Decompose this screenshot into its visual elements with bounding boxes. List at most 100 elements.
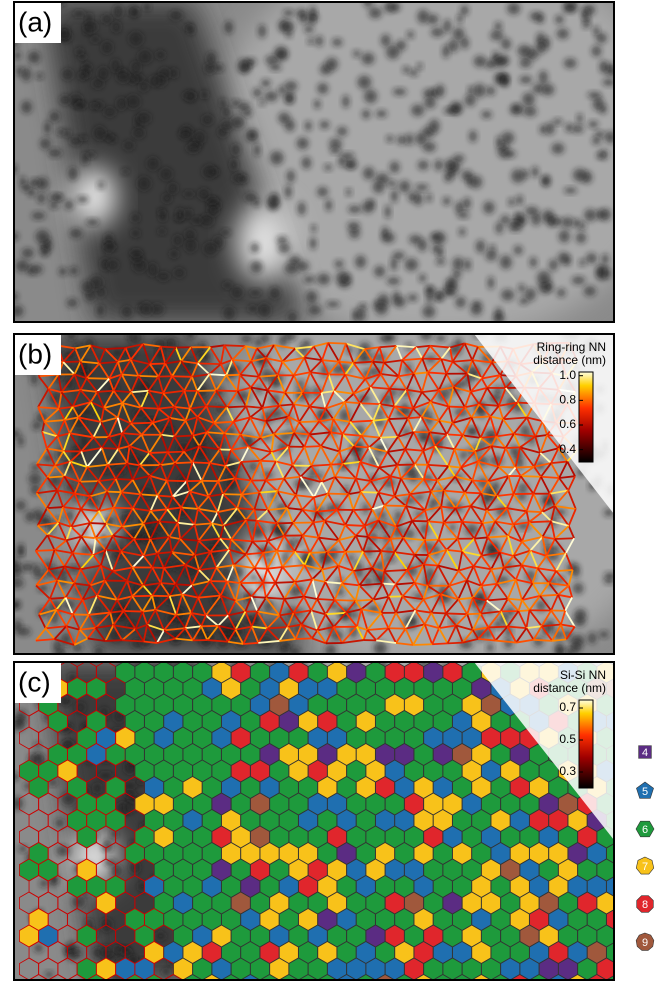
pore bbox=[559, 230, 570, 243]
mesh-edge bbox=[389, 418, 408, 419]
pore bbox=[458, 228, 465, 236]
ring-legend-label: 7 bbox=[642, 861, 648, 873]
pore bbox=[364, 90, 377, 104]
mesh-edge bbox=[345, 525, 364, 526]
mesh-edge bbox=[448, 643, 463, 644]
pore bbox=[507, 3, 520, 15]
mesh-edge bbox=[36, 550, 55, 551]
mesh-edge bbox=[141, 494, 158, 495]
pore bbox=[593, 26, 599, 35]
pore bbox=[40, 138, 51, 149]
pore bbox=[64, 200, 73, 210]
pore bbox=[28, 51, 40, 63]
pore bbox=[597, 265, 604, 279]
pore bbox=[59, 267, 67, 275]
pore bbox=[147, 157, 159, 170]
pore bbox=[67, 299, 78, 308]
pore bbox=[434, 294, 442, 301]
pore bbox=[285, 81, 298, 91]
mesh-edge bbox=[167, 481, 187, 482]
pore bbox=[418, 160, 429, 170]
pore bbox=[300, 12, 308, 24]
pore bbox=[426, 287, 434, 296]
pore bbox=[320, 121, 330, 129]
pore bbox=[25, 511, 35, 522]
panel-label: (a) bbox=[18, 6, 52, 37]
pore bbox=[338, 156, 345, 167]
pore bbox=[112, 21, 120, 32]
mesh-edge bbox=[251, 597, 266, 598]
pore bbox=[174, 268, 185, 278]
pore bbox=[188, 24, 195, 35]
pore bbox=[430, 233, 441, 240]
mesh-edge bbox=[424, 565, 438, 566]
pore bbox=[304, 276, 315, 283]
pore bbox=[306, 291, 317, 304]
ring-cell bbox=[616, 826, 635, 848]
pore bbox=[564, 187, 577, 193]
pore bbox=[483, 201, 494, 214]
pore bbox=[223, 282, 232, 289]
pore bbox=[399, 180, 410, 192]
pore bbox=[469, 130, 477, 142]
pore bbox=[536, 13, 544, 23]
pore bbox=[390, 3, 400, 11]
ring-cell bbox=[626, 678, 645, 700]
pore bbox=[285, 185, 292, 198]
mesh-edge bbox=[80, 481, 99, 482]
pore bbox=[76, 48, 83, 55]
pore bbox=[84, 21, 98, 33]
ring-cell bbox=[626, 975, 645, 985]
mesh-edge bbox=[224, 345, 245, 346]
mesh-edge bbox=[97, 391, 114, 392]
pore bbox=[471, 304, 483, 315]
pore bbox=[407, 31, 414, 38]
pore bbox=[173, 235, 181, 246]
pore bbox=[574, 608, 586, 620]
pore bbox=[419, 274, 426, 282]
pore bbox=[452, 270, 461, 279]
pore bbox=[246, 129, 258, 142]
mesh-edge bbox=[296, 638, 312, 639]
pore bbox=[314, 99, 321, 108]
mesh-edge bbox=[516, 467, 535, 468]
pore bbox=[130, 249, 142, 256]
colorbar-title: distance (nm) bbox=[533, 681, 606, 695]
mesh-edge bbox=[90, 523, 106, 524]
pore bbox=[302, 157, 312, 169]
mesh-edge bbox=[356, 536, 368, 537]
pore bbox=[592, 137, 601, 145]
pore bbox=[11, 305, 23, 317]
pore bbox=[465, 94, 476, 106]
mesh-edge bbox=[354, 446, 369, 447]
pore bbox=[55, 194, 63, 200]
pore bbox=[525, 207, 539, 215]
pore bbox=[144, 2, 151, 11]
pore bbox=[37, 193, 45, 204]
pore bbox=[298, 202, 306, 216]
pore bbox=[357, 76, 371, 89]
pore bbox=[150, 75, 159, 86]
mesh-edge bbox=[506, 447, 520, 448]
pore bbox=[41, 249, 49, 256]
mesh-edge bbox=[149, 452, 167, 453]
pore bbox=[35, 230, 49, 244]
mesh-edge bbox=[243, 643, 258, 644]
mesh-edge bbox=[353, 509, 372, 510]
pore bbox=[588, 121, 598, 128]
mesh-edge bbox=[381, 551, 394, 552]
pore bbox=[250, 261, 262, 274]
pore bbox=[429, 119, 440, 133]
pore bbox=[206, 52, 216, 65]
colorbar-tick-label: 1.0 bbox=[559, 368, 576, 382]
pore bbox=[80, 135, 87, 141]
mesh-edge bbox=[216, 390, 237, 391]
pore bbox=[117, 71, 130, 83]
mesh-edge bbox=[449, 407, 465, 408]
pore bbox=[132, 7, 139, 17]
pore bbox=[49, 202, 58, 209]
mesh-edge bbox=[123, 611, 142, 612]
pore bbox=[238, 102, 251, 111]
pore bbox=[443, 19, 451, 32]
pore bbox=[547, 215, 556, 227]
